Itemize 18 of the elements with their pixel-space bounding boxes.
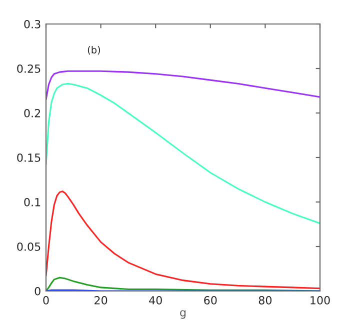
x-tick-label: 100 [310,296,330,304]
y-tick-label: 0.2 [24,108,40,118]
line-series [46,190,320,290]
y-tick-label: 0.1 [24,198,40,206]
x-axis-title: g [180,310,186,319]
y-tick-label: 0.25 [17,64,40,73]
x-tick-label: 80 [258,296,272,304]
y-tick-label: 0.15 [17,153,40,162]
x-tick-label: 60 [204,296,217,304]
annotation: (b) [88,46,100,55]
y-tick-label: 0.05 [17,242,40,251]
x-tick-label: 40 [149,296,162,304]
x-tick-label: 0 [43,296,49,304]
y-tick-label: 0 [34,286,40,296]
line-series [46,82,320,224]
line-series [46,70,320,100]
y-tick-label: 0.3 [24,20,40,28]
x-tick-label: 20 [94,296,108,304]
